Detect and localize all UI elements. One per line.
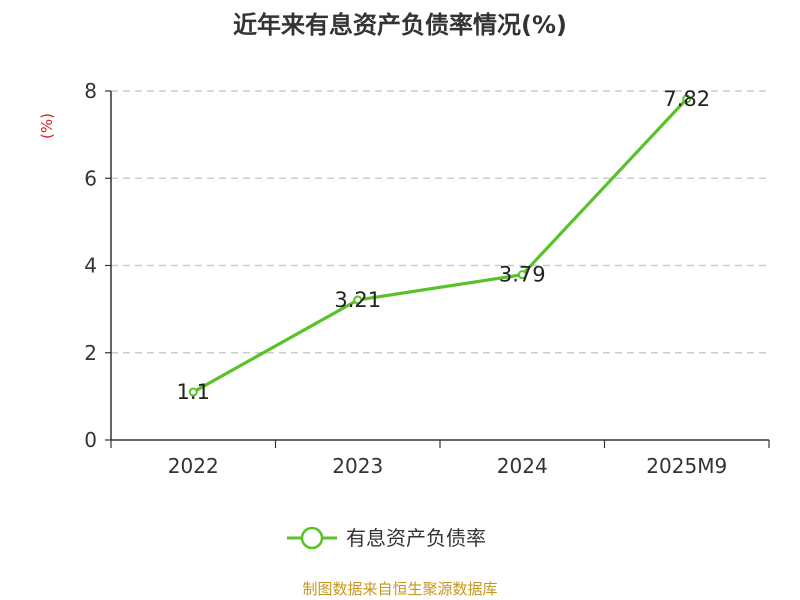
y-tick-label: 2 <box>84 341 97 365</box>
x-tick-label: 2022 <box>168 454 219 478</box>
data-point[interactable] <box>517 270 527 280</box>
data-point[interactable] <box>353 295 363 305</box>
data-labels: 1.1 3.21 3.79 7.82 <box>177 87 711 404</box>
data-label: 3.79 <box>499 263 546 287</box>
data-label: 1.1 <box>177 380 210 404</box>
data-label: 3.21 <box>334 288 381 312</box>
axes: 0 2 4 6 8 2022 2023 2024 2025M9 <box>84 79 770 478</box>
data-point[interactable] <box>682 94 692 104</box>
data-point[interactable] <box>188 387 198 397</box>
data-label: 7.82 <box>663 87 710 111</box>
series-group <box>188 94 692 397</box>
source-note: 制图数据来自恒生聚源数据库 <box>302 580 497 598</box>
chart-title: 近年来有息资产负债率情况(%) <box>233 11 567 39</box>
legend[interactable]: 有息资产负债率 <box>287 526 486 550</box>
y-tick-label: 8 <box>84 79 97 103</box>
x-tick-label: 2025M9 <box>646 454 727 478</box>
x-tick-label: 2023 <box>332 454 383 478</box>
y-tick-label: 0 <box>84 428 97 452</box>
legend-circle-marker <box>300 526 324 550</box>
legend-label: 有息资产负债率 <box>346 526 486 550</box>
y-tick-label: 6 <box>84 166 97 190</box>
y-tick-label: 4 <box>84 254 97 278</box>
series-line[interactable] <box>192 97 688 394</box>
x-tick-label: 2024 <box>497 454 548 478</box>
y-axis-label: (%) <box>38 113 56 139</box>
grid-lines <box>111 90 769 354</box>
